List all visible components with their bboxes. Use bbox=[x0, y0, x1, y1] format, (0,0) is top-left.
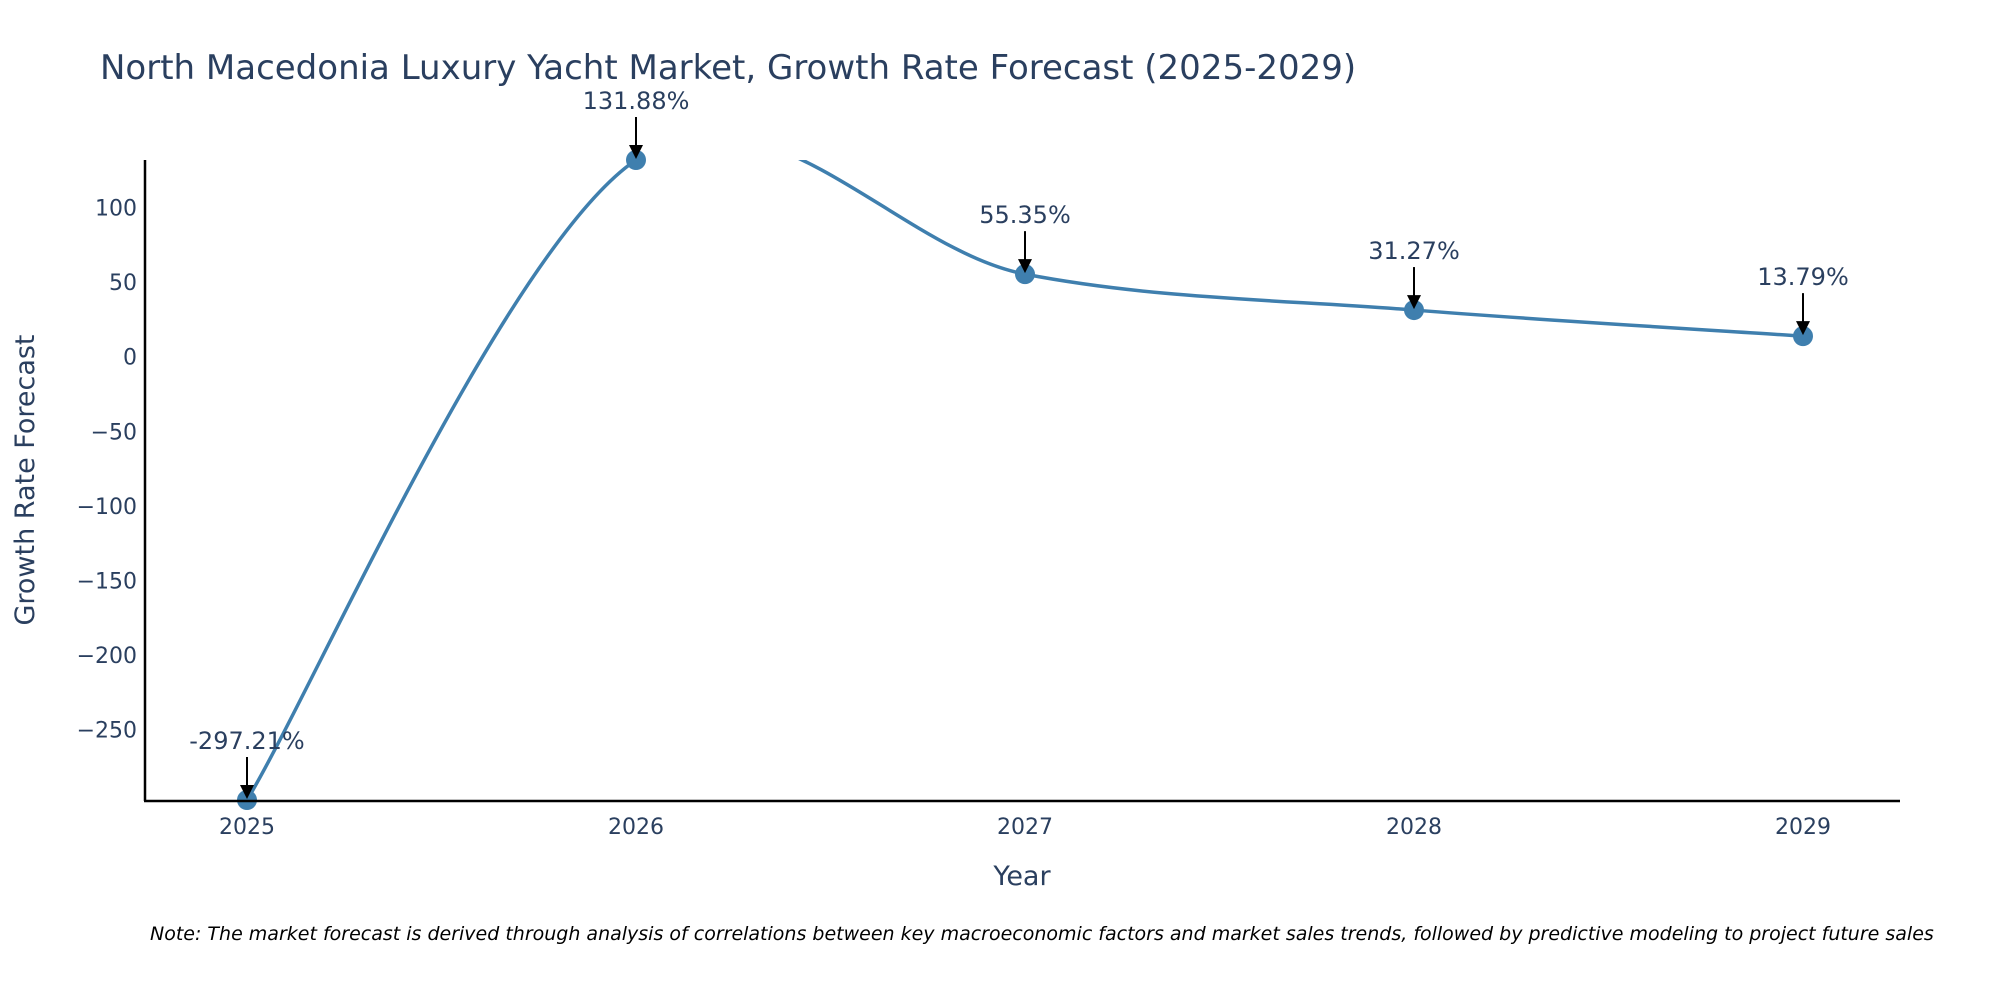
data-label: -297.21% bbox=[189, 727, 304, 755]
y-tick-label: −100 bbox=[77, 495, 137, 520]
y-tick-label: 100 bbox=[95, 197, 137, 222]
x-axis-ticks: 2025 2026 2027 2028 2029 bbox=[219, 815, 1831, 840]
data-label: 13.79% bbox=[1757, 263, 1849, 291]
y-tick-label: −150 bbox=[77, 569, 137, 594]
y-tick-label: 50 bbox=[109, 271, 137, 296]
annotation-arrow-head bbox=[240, 785, 254, 799]
chart-title: North Macedonia Luxury Yacht Market, Gro… bbox=[100, 48, 1356, 88]
y-axis-ticks: 100 50 0 −50 −100 −150 −200 −250 bbox=[77, 197, 137, 744]
annotation-arrow bbox=[1796, 293, 1810, 336]
x-tick-label: 2028 bbox=[1386, 815, 1442, 840]
annotation-arrow bbox=[1407, 267, 1421, 310]
y-tick-label: −200 bbox=[77, 644, 137, 669]
annotation-arrow bbox=[1018, 231, 1032, 274]
y-tick-label: −50 bbox=[91, 420, 137, 445]
y-axis-title: Growth Rate Forecast bbox=[10, 334, 41, 625]
y-tick-label: −250 bbox=[77, 719, 137, 744]
footnote: Note: The market forecast is derived thr… bbox=[150, 923, 1934, 945]
x-tick-label: 2025 bbox=[219, 815, 275, 840]
x-axis-title: Year bbox=[992, 861, 1051, 892]
data-point bbox=[1404, 300, 1424, 321]
x-tick-label: 2029 bbox=[1775, 815, 1831, 840]
data-annotations: -297.21% 131.88% 55.35% 31.27% 13.79% bbox=[189, 87, 1849, 799]
data-point bbox=[626, 150, 646, 170]
data-point bbox=[1015, 264, 1035, 285]
y-tick-label: 0 bbox=[123, 346, 137, 371]
annotation-arrow bbox=[240, 757, 254, 799]
annotation-arrow-head bbox=[629, 145, 643, 159]
annotation-arrow-head bbox=[1796, 321, 1810, 336]
annotation-arrow bbox=[629, 117, 643, 159]
data-label: 55.35% bbox=[979, 201, 1071, 229]
annotation-arrow-head bbox=[1018, 259, 1032, 274]
x-tick-label: 2026 bbox=[608, 815, 664, 840]
series-line bbox=[245, 160, 1804, 800]
data-label: 31.27% bbox=[1368, 237, 1460, 265]
x-tick-label: 2027 bbox=[997, 815, 1053, 840]
annotation-arrow-head bbox=[1407, 295, 1421, 310]
data-label: 131.88% bbox=[583, 87, 690, 115]
data-point bbox=[1793, 326, 1813, 347]
